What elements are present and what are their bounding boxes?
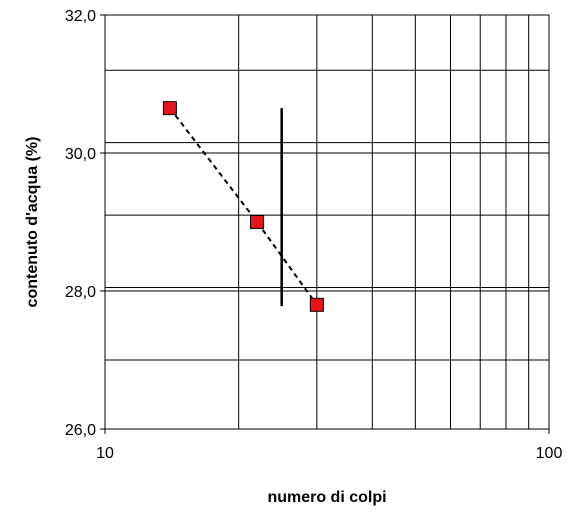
axes: 26,0 28,0 30,0 32,0 10 100 — [65, 8, 563, 462]
y-tick-label: 30,0 — [65, 146, 96, 163]
data-point — [250, 215, 265, 229]
x-tick-label: 100 — [536, 445, 563, 462]
plot-background — [105, 15, 549, 429]
x-tick-label: 10 — [96, 445, 114, 462]
data-point — [162, 101, 177, 116]
grid — [105, 15, 549, 429]
series — [162, 101, 324, 312]
y-axis-title: contenuto d'acqua (%) — [24, 137, 41, 308]
plot-frame — [104, 14, 550, 430]
y-tick-label: 26,0 — [65, 422, 96, 439]
series-line — [169, 107, 318, 306]
y-tick-label: 28,0 — [65, 284, 96, 301]
x-axis-title: numero di colpi — [267, 489, 386, 506]
y-tick-label: 32,0 — [65, 8, 96, 25]
data-point — [309, 297, 324, 312]
